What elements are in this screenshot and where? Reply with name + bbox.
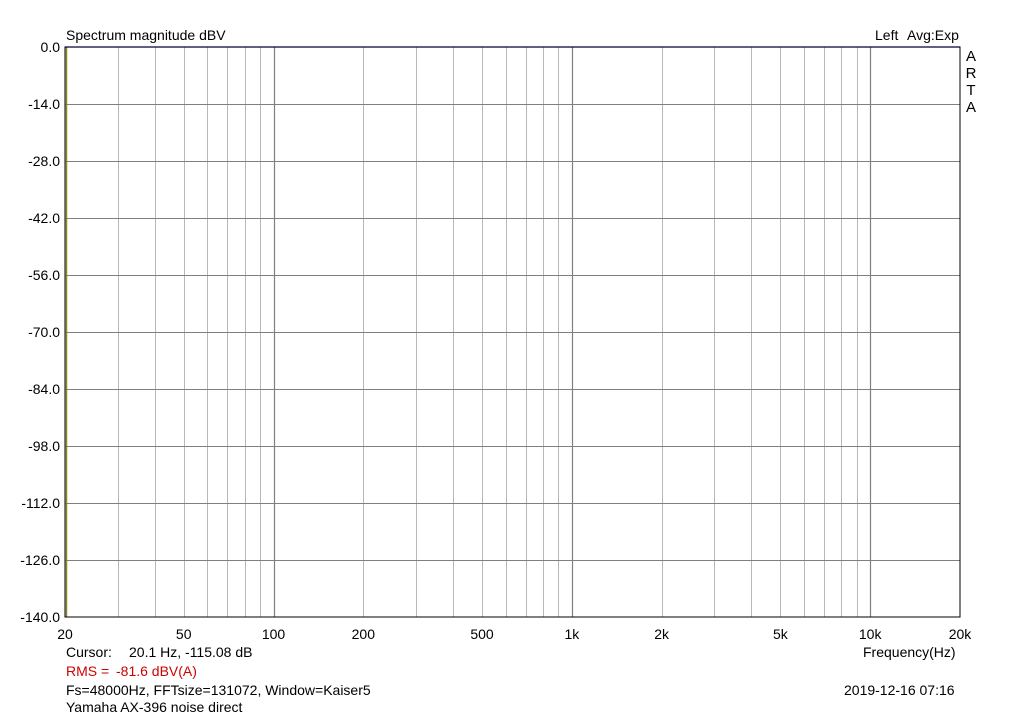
cursor-value: 20.1 Hz, -115.08 dB [129, 644, 253, 660]
y-tick-label: -28.0 [28, 153, 60, 169]
x-axis-label: Frequency(Hz) [863, 644, 956, 660]
plot-frame [64, 46, 961, 618]
y-tick-label: -84.0 [28, 381, 60, 397]
x-tick-label: 1k [564, 626, 580, 642]
x-tick-label: 5k [773, 626, 789, 642]
grid-lines [65, 47, 960, 617]
y-tick-label: -126.0 [20, 552, 60, 568]
brand-letter: A [965, 99, 976, 116]
y-tick-label: -70.0 [28, 324, 60, 340]
y-tick-label: -140.0 [20, 609, 60, 625]
cursor-label: Cursor: [66, 644, 112, 660]
y-tick-label: -112.0 [21, 495, 60, 511]
rms-value: -81.6 dBV(A) [116, 663, 197, 679]
fft-settings: Fs=48000Hz, FFTsize=131072, Window=Kaise… [66, 682, 371, 698]
y-tick-label: -42.0 [28, 210, 60, 226]
avg-label: Avg:Exp [907, 27, 959, 43]
tick-labels: 0.0 -14.0 -28.0 -42.0 -56.0 -70.0 -84.0 -98.0 -1… [20, 39, 972, 642]
y-tick-label: 0.0 [41, 39, 61, 55]
brand-letter: A [965, 48, 976, 65]
x-tick-label: 500 [470, 626, 494, 642]
brand-letter: T [966, 82, 976, 99]
x-tick-label: 50 [176, 626, 192, 642]
x-tick-label: 10k [859, 626, 883, 642]
x-tick-label: 100 [262, 626, 286, 642]
x-tick-label: 200 [352, 626, 376, 642]
x-tick-label: 20k [949, 626, 973, 642]
rms-label: RMS = [66, 663, 110, 679]
y-tick-label: -98.0 [28, 438, 60, 454]
x-tick-label: 2k [654, 626, 670, 642]
y-tick-label: -56.0 [28, 267, 60, 283]
brand-letter: R [965, 65, 977, 82]
chart-title: Spectrum magnitude dBV [66, 27, 226, 43]
timestamp: 2019-12-16 07:16 [844, 682, 955, 698]
channel-label: Left [875, 27, 899, 43]
device-name: Yamaha AX-396 noise direct [66, 699, 243, 715]
arta-brand: A R T A [964, 48, 978, 116]
x-tick-label: 20 [57, 626, 73, 642]
y-tick-label: -14.0 [28, 96, 60, 112]
